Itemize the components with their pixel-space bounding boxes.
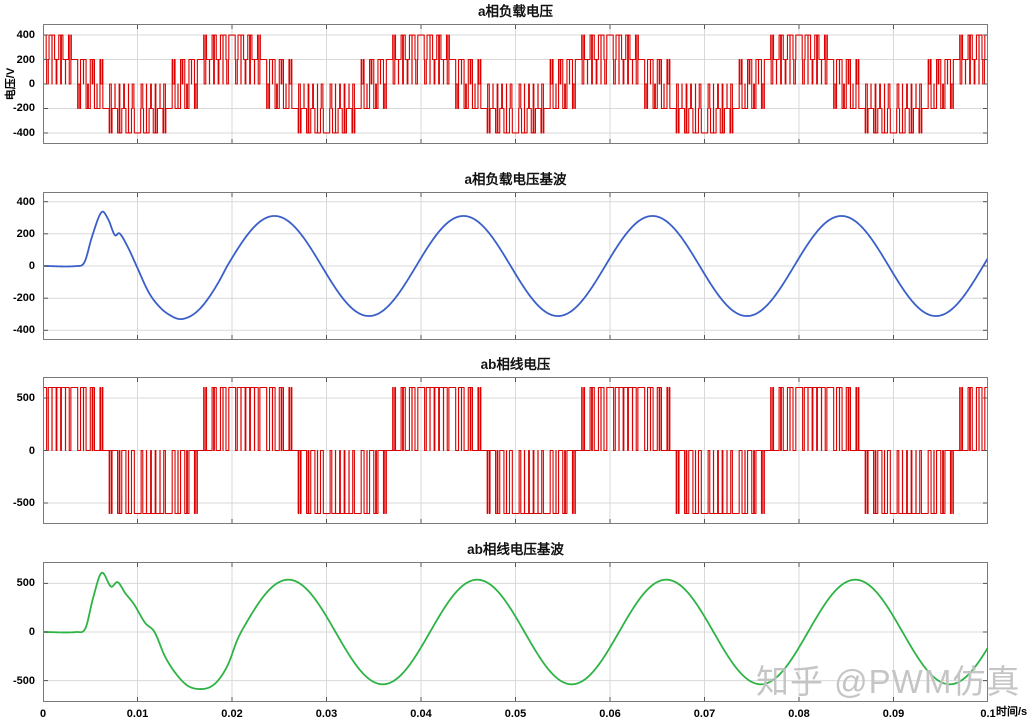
waveform-path-2	[43, 386, 988, 515]
waveform-path-3	[43, 571, 988, 690]
y-tick-label: 0	[28, 444, 35, 457]
plot-canvas-0	[43, 24, 988, 144]
plot-canvas-3	[43, 562, 988, 702]
x-tick-label: 0.07	[693, 708, 716, 720]
axes-border	[43, 562, 988, 702]
subplot-title-a-phase-fundamental: a相负载电压基波	[464, 172, 567, 187]
watermark-text: 知乎 @PWM仿真	[756, 663, 1021, 700]
y-tick-label: -500	[12, 674, 35, 687]
waveform-path-1	[43, 210, 988, 320]
x-tick-label: 0.01	[126, 708, 149, 720]
y-tick-label: 400	[16, 195, 35, 208]
x-tick-label: 0.06	[599, 708, 621, 720]
x-tick-label: 0	[39, 708, 47, 720]
axes-border	[43, 24, 988, 144]
subplot-title-ab-line-fundamental: ab相线电压基波	[467, 542, 564, 557]
y-tick-label: 500	[16, 577, 35, 590]
y-tick-label: 0	[28, 260, 35, 272]
axes-border	[43, 192, 988, 340]
y-tick-label: -400	[12, 324, 35, 337]
y-tick-label: 400	[16, 29, 35, 42]
plot-canvas-1	[43, 192, 988, 340]
subplot-title-ab-line-voltage: ab相线电压	[480, 357, 551, 372]
x-tick-label: 0.03	[315, 708, 338, 720]
x-tick-label: 0.09	[882, 708, 905, 720]
y-tick-label: 0	[28, 626, 35, 638]
x-tick-label: 0.05	[504, 708, 527, 720]
subplot-title-a-phase-load-voltage: a相负载电压	[477, 4, 553, 19]
y-tick-label: 0	[28, 78, 35, 90]
y-tick-label: 500	[16, 392, 35, 404]
x-tick-label: 0.08	[788, 708, 810, 720]
y-tick-label: -200	[12, 102, 35, 115]
x-tick-label: 0.1	[980, 708, 996, 720]
x-tick-label: 0.02	[221, 708, 243, 720]
x-axis-label: 时间/s	[996, 706, 1028, 718]
y-tick-label: -400	[12, 126, 35, 139]
plot-canvas-2	[43, 377, 988, 524]
y-tick-label: 200	[16, 53, 35, 66]
y-tick-label: -200	[12, 292, 35, 305]
waveform-path-0	[43, 34, 988, 134]
y-tick-label: 200	[16, 227, 35, 240]
y-tick-label: -500	[12, 497, 35, 509]
axes-border	[43, 377, 988, 524]
x-tick-label: 0.04	[410, 708, 432, 720]
